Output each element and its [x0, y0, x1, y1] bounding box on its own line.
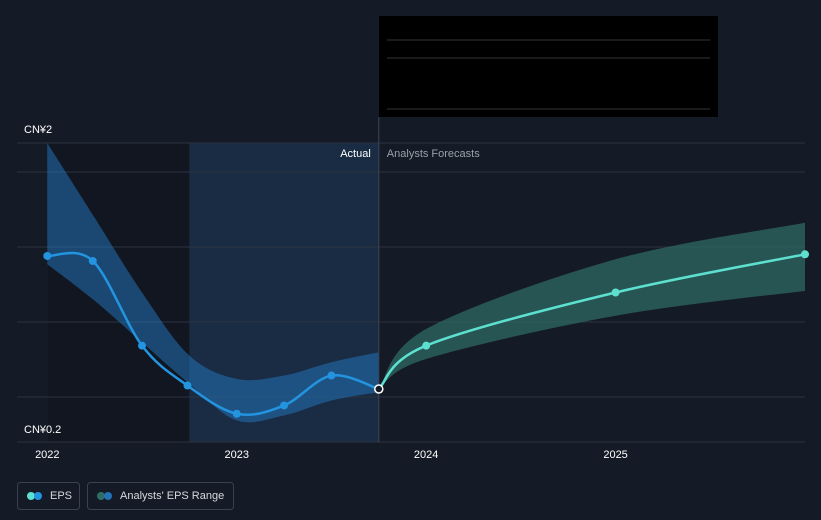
annotation: Actual	[340, 148, 371, 160]
x-tick-label: 2022	[35, 449, 59, 461]
eps-line	[47, 251, 380, 417]
legend-icon	[104, 492, 112, 500]
legend: EPS Analysts' EPS Range	[17, 482, 234, 510]
eps-point	[138, 341, 147, 350]
legend-item[interactable]	[17, 482, 80, 510]
annotation: Analysts Forecasts	[387, 148, 480, 160]
x-tick-label: 2025	[603, 449, 627, 461]
legend-icon	[34, 492, 42, 500]
x-tick-label: 2023	[224, 449, 248, 461]
y-tick-label: CN¥2	[24, 124, 52, 136]
forecast-line	[377, 253, 806, 390]
eps-point	[183, 381, 192, 390]
eps-point	[88, 256, 97, 265]
tooltip-box	[379, 16, 718, 117]
eps-point	[43, 251, 52, 260]
forecast-point	[801, 250, 809, 259]
eps-point	[327, 371, 336, 380]
x-tick-label: 2024	[414, 449, 438, 461]
forecast-point	[611, 288, 620, 297]
legend-item[interactable]	[87, 482, 234, 510]
range-band	[47, 143, 379, 423]
y-tick-label: CN¥0.2	[24, 424, 61, 436]
legend-label: Analysts' EPS Range	[120, 490, 224, 502]
plot-layer: CN¥2 CN¥0.2 2022 2023 2024 2025 Actual Analysts…	[17, 117, 809, 461]
legend-icon	[97, 492, 105, 500]
eps-point	[374, 384, 384, 394]
range-band	[378, 222, 805, 390]
forecast-point	[422, 341, 431, 350]
legend-label: EPS	[50, 490, 72, 502]
legend-icon	[27, 492, 35, 500]
tooltip	[379, 16, 718, 117]
eps-point	[280, 401, 289, 410]
eps-point	[232, 409, 241, 418]
